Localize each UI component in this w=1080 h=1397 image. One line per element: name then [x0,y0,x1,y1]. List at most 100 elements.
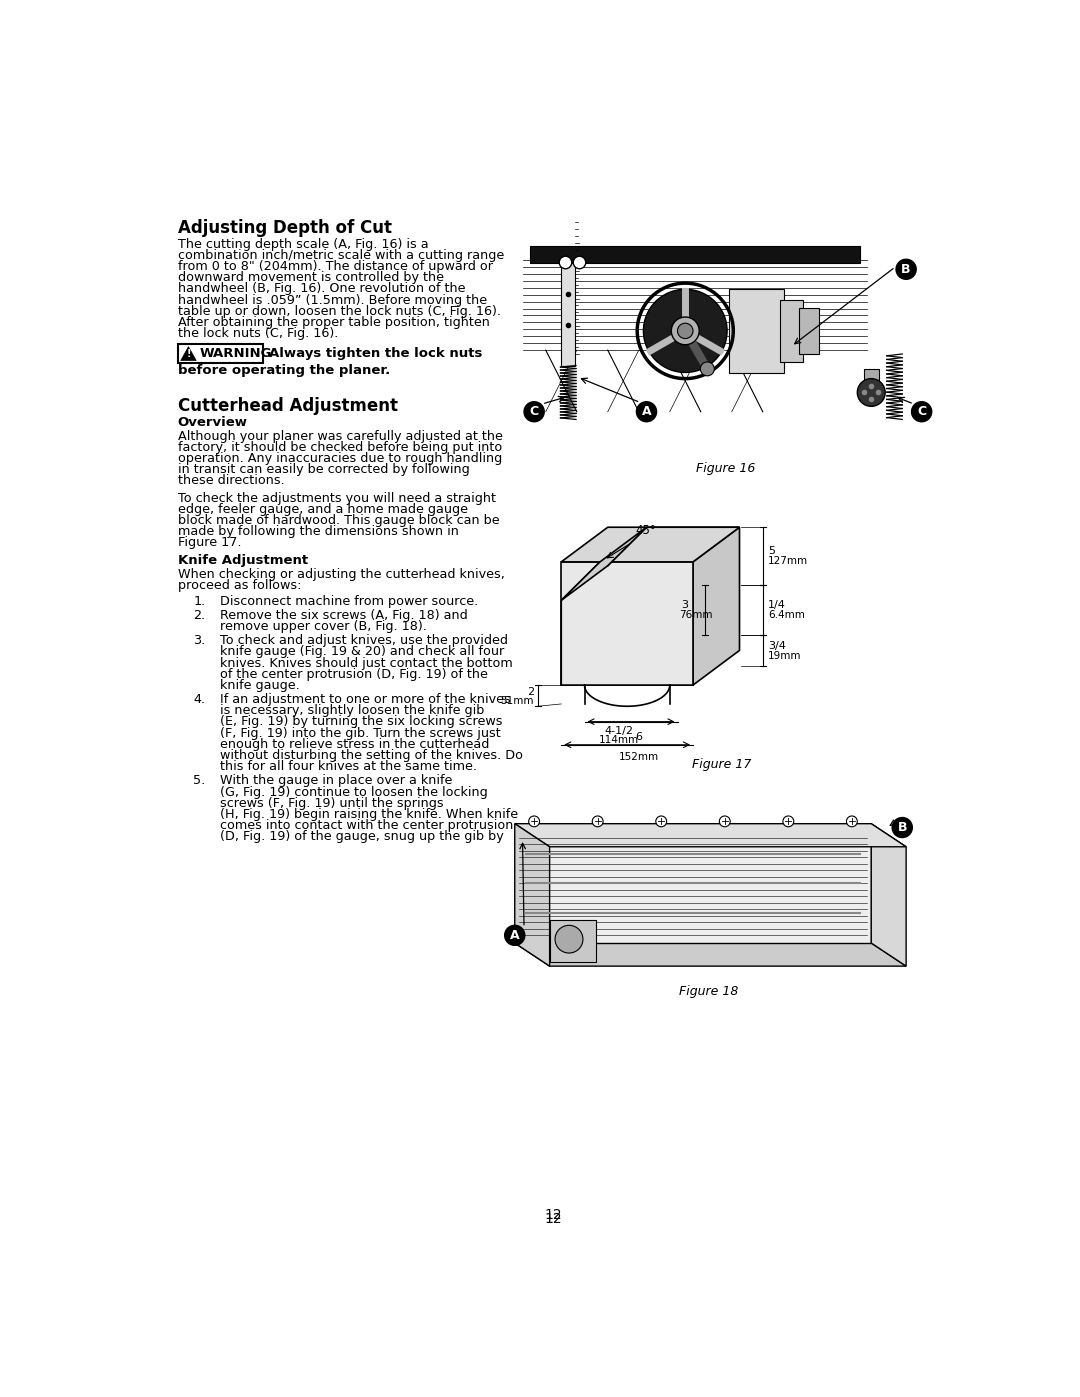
Circle shape [677,323,693,338]
Text: knives. Knives should just contact the bottom: knives. Knives should just contact the b… [220,657,513,669]
Text: downward movement is controlled by the: downward movement is controlled by the [177,271,444,284]
Text: enough to relieve stress in the cutterhead: enough to relieve stress in the cutterhe… [220,738,489,750]
Text: Figure 16: Figure 16 [697,462,756,475]
Bar [799,307,819,353]
Polygon shape [515,824,550,967]
Text: operation. Any inaccuracies due to rough handling: operation. Any inaccuracies due to rough… [177,453,502,465]
Polygon shape [515,943,906,967]
Text: To check the adjustments you will need a straight: To check the adjustments you will need a… [177,492,496,504]
Polygon shape [562,527,740,562]
Circle shape [656,816,666,827]
Text: To check and adjust knives, use the provided: To check and adjust knives, use the prov… [220,634,509,647]
Polygon shape [693,527,740,685]
Bar [562,562,693,685]
Bar [562,263,576,366]
Text: 6.4mm: 6.4mm [768,610,805,620]
Text: the lock nuts (C, Fig. 16).: the lock nuts (C, Fig. 16). [177,327,338,339]
Circle shape [524,402,544,422]
Bar [177,344,262,363]
Text: (D, Fig. 19) of the gauge, snug up the gib by: (D, Fig. 19) of the gauge, snug up the g… [220,830,504,844]
Text: made by following the dimensions shown in: made by following the dimensions shown i… [177,525,459,538]
Text: knife gauge.: knife gauge. [220,679,300,692]
Circle shape [858,379,886,407]
Text: 4.: 4. [193,693,205,705]
Text: The cutting depth scale (A, Fig. 16) is a: The cutting depth scale (A, Fig. 16) is … [177,237,429,250]
Text: knife gauge (Fig. 19 & 20) and check all four: knife gauge (Fig. 19 & 20) and check all… [220,645,504,658]
Text: 3: 3 [681,601,688,610]
Text: A: A [642,405,651,418]
Text: 114mm: 114mm [599,735,639,745]
Bar [550,921,596,963]
Circle shape [504,925,525,946]
Circle shape [644,289,727,373]
Text: 3/4: 3/4 [768,641,786,651]
Text: Knife Adjustment: Knife Adjustment [177,553,308,567]
Text: 45°: 45° [635,524,656,536]
Text: (E, Fig. 19) by turning the six locking screws: (E, Fig. 19) by turning the six locking … [220,715,503,728]
Text: combination inch/metric scale with a cutting range: combination inch/metric scale with a cut… [177,249,504,261]
Text: these directions.: these directions. [177,475,284,488]
Text: Figure 18: Figure 18 [679,985,739,999]
Text: in transit can easily be corrected by following: in transit can easily be corrected by fo… [177,464,470,476]
Text: table up or down, loosen the lock nuts (C, Fig. 16).: table up or down, loosen the lock nuts (… [177,305,501,317]
Text: screws (F, Fig. 19) until the springs: screws (F, Fig. 19) until the springs [220,796,444,810]
Text: A: A [510,929,519,942]
Text: With the gauge in place over a knife: With the gauge in place over a knife [220,774,453,788]
Text: If an adjustment to one or more of the knives: If an adjustment to one or more of the k… [220,693,511,705]
Polygon shape [515,824,906,847]
Text: After obtaining the proper table position, tighten: After obtaining the proper table positio… [177,316,489,328]
Bar [515,219,937,450]
Text: B: B [902,263,910,275]
Text: this for all four knives at the same time.: this for all four knives at the same tim… [220,760,477,773]
Circle shape [912,402,932,422]
Text: 51mm: 51mm [501,696,535,705]
Text: 19mm: 19mm [768,651,801,661]
Text: (G, Fig. 19) continue to loosen the locking: (G, Fig. 19) continue to loosen the lock… [220,785,488,799]
Circle shape [529,816,540,827]
Text: Figure 17.: Figure 17. [177,536,241,549]
Text: B: B [897,821,907,834]
Polygon shape [600,527,740,566]
Polygon shape [562,562,693,685]
Text: Figure 17: Figure 17 [692,759,752,771]
Text: (F, Fig. 19) into the gib. Turn the screws just: (F, Fig. 19) into the gib. Turn the scre… [220,726,501,739]
Text: C: C [917,405,927,418]
Text: 76mm: 76mm [679,610,713,620]
Circle shape [847,816,858,827]
Text: Disconnect machine from power source.: Disconnect machine from power source. [220,595,478,608]
Text: Always tighten the lock nuts: Always tighten the lock nuts [269,348,483,360]
Text: factory, it should be checked before being put into: factory, it should be checked before bei… [177,441,502,454]
Text: 5.: 5. [193,774,205,788]
Text: block made of hardwood. This gauge block can be: block made of hardwood. This gauge block… [177,514,499,527]
Text: is necessary, slightly loosen the knife gib: is necessary, slightly loosen the knife … [220,704,485,717]
Text: proceed as follows:: proceed as follows: [177,578,301,592]
Text: 3.: 3. [193,634,205,647]
Bar [515,824,872,943]
Bar [530,246,860,263]
Bar [491,785,926,974]
Polygon shape [872,824,906,967]
Text: Overview: Overview [177,416,247,429]
Text: Adjusting Depth of Cut: Adjusting Depth of Cut [177,219,392,237]
Text: 2.: 2. [193,609,205,622]
Text: 152mm: 152mm [619,753,659,763]
Text: 4-1/2: 4-1/2 [605,725,634,735]
Polygon shape [180,346,197,360]
Text: 2: 2 [527,687,535,697]
Text: 6: 6 [635,732,643,742]
Circle shape [700,362,714,376]
Bar [729,289,784,373]
Circle shape [719,816,730,827]
Circle shape [636,402,657,422]
Text: Remove the six screws (A, Fig. 18) and: Remove the six screws (A, Fig. 18) and [220,609,468,622]
Text: When checking or adjusting the cutterhead knives,: When checking or adjusting the cutterhea… [177,567,504,581]
Text: 12: 12 [544,1213,563,1227]
Text: before operating the planer.: before operating the planer. [177,365,390,377]
Text: 1/4: 1/4 [768,601,786,610]
Text: without disturbing the setting of the knives. Do: without disturbing the setting of the kn… [220,749,523,761]
Circle shape [592,816,603,827]
Bar [507,520,937,746]
Text: Although your planer was carefully adjusted at the: Although your planer was carefully adjus… [177,430,502,443]
Text: !: ! [186,349,191,359]
Text: (H, Fig. 19) begin raising the knife. When knife: (H, Fig. 19) begin raising the knife. Wh… [220,807,518,821]
